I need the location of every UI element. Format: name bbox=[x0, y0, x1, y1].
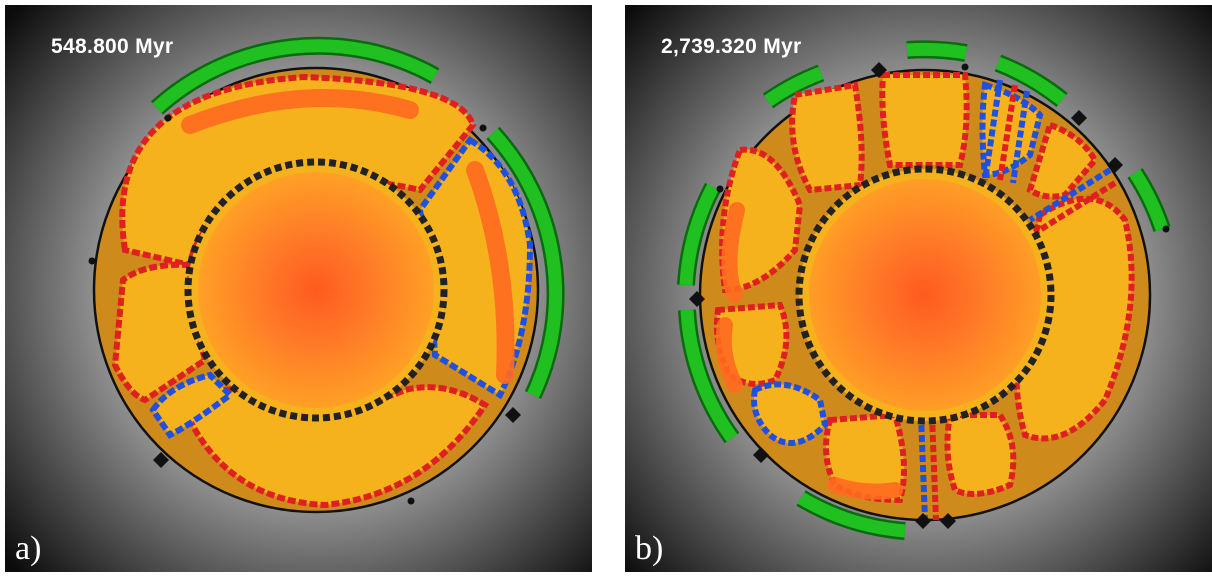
cell-small bbox=[149, 371, 235, 439]
plate-boundary-markers bbox=[88, 114, 521, 505]
time-label: 2,739.320 Myr bbox=[661, 35, 802, 58]
panel-tag: a) bbox=[15, 530, 42, 567]
panel-b: 2,739.320 Myr b) bbox=[625, 5, 1212, 572]
plate-boundary-markers bbox=[689, 62, 1170, 529]
hot-plumes bbox=[181, 89, 515, 384]
cell-top bbox=[879, 72, 970, 168]
cell-left bbox=[719, 146, 804, 294]
cell-bottom-right bbox=[944, 412, 1017, 497]
cell-bottom bbox=[181, 384, 490, 509]
core bbox=[198, 172, 434, 408]
cell-bottom-left bbox=[751, 381, 829, 446]
core bbox=[809, 179, 1041, 411]
cell-left bbox=[111, 261, 209, 404]
cell-top-left bbox=[789, 81, 865, 194]
continent-arcs bbox=[150, 36, 565, 399]
time-label: 548.800 Myr bbox=[51, 35, 174, 58]
mantle-convection-diagram-b bbox=[625, 5, 1212, 572]
mantle-convection-diagram-a bbox=[5, 5, 592, 572]
hot-plumes bbox=[715, 202, 903, 500]
panel-tag: b) bbox=[635, 530, 664, 567]
continent-arcs bbox=[677, 40, 1171, 540]
subduction-slabs bbox=[918, 79, 1117, 521]
panel-a: 548.800 Myr a) bbox=[5, 5, 592, 572]
